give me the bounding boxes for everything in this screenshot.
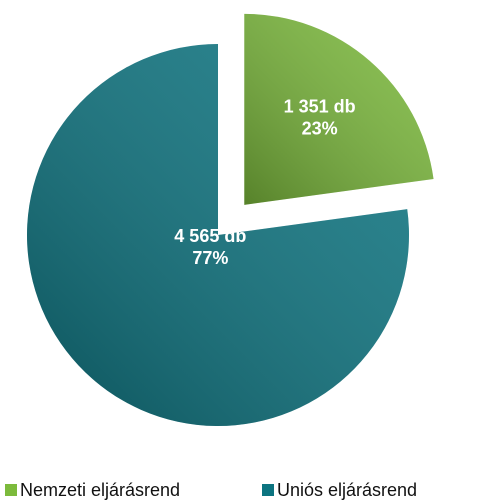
legend-label: Uniós eljárásrend <box>277 480 417 500</box>
slice-shade <box>27 44 409 426</box>
value-label: 4 565 db <box>174 226 246 246</box>
slice-shade <box>244 13 434 205</box>
legend-label: Nemzeti eljárásrend <box>20 480 180 500</box>
value-label: 1 351 db <box>284 96 356 116</box>
legend: Nemzeti eljárásrend Uniós eljárásrend <box>5 480 417 500</box>
legend-swatch <box>262 484 274 496</box>
percent-label: 23% <box>302 118 338 138</box>
legend-swatch <box>5 484 17 496</box>
percent-label: 77% <box>192 248 228 268</box>
